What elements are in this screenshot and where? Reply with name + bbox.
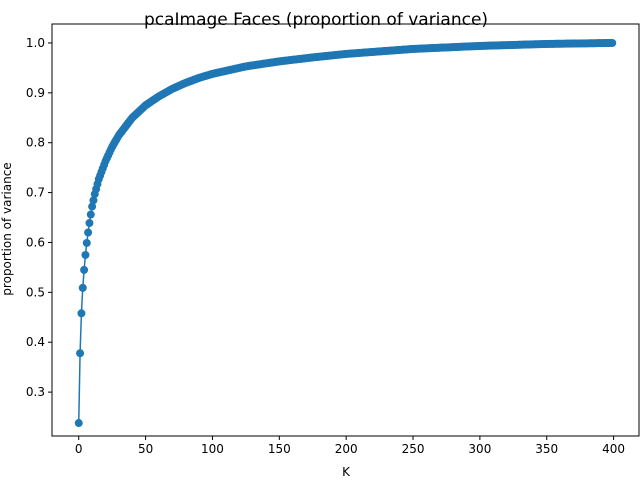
data-point bbox=[87, 211, 95, 219]
data-point bbox=[75, 419, 83, 427]
data-point bbox=[608, 39, 616, 47]
x-tick-label: 250 bbox=[402, 442, 425, 456]
data-point bbox=[76, 349, 84, 357]
y-tick-label: 0.6 bbox=[26, 235, 45, 249]
axes-frame bbox=[52, 24, 639, 436]
x-axis: 0 50 100 150 200 250 300 350 400 bbox=[75, 436, 625, 456]
y-tick-label: 0.4 bbox=[26, 335, 45, 349]
data-point bbox=[84, 228, 92, 236]
y-tick-label: 0.5 bbox=[26, 285, 45, 299]
plot-area bbox=[75, 39, 617, 427]
y-tick-label: 0.9 bbox=[26, 86, 45, 100]
data-point bbox=[81, 251, 89, 259]
data-point bbox=[79, 284, 87, 292]
x-tick-label: 100 bbox=[201, 442, 224, 456]
x-tick-label: 150 bbox=[268, 442, 291, 456]
data-point bbox=[83, 239, 91, 247]
x-tick-label: 400 bbox=[602, 442, 625, 456]
x-tick-label: 200 bbox=[335, 442, 358, 456]
chart-title: pcaImage Faces (proportion of variance) bbox=[144, 10, 488, 30]
data-point bbox=[80, 266, 88, 274]
x-tick-label: 350 bbox=[535, 442, 558, 456]
y-tick-label: 0.3 bbox=[26, 385, 45, 399]
y-tick-label: 0.8 bbox=[26, 136, 45, 150]
y-axis: 0.3 0.4 0.5 0.6 0.7 0.8 0.9 1.0 bbox=[26, 36, 52, 399]
x-tick-label: 50 bbox=[138, 442, 153, 456]
x-tick-label: 300 bbox=[468, 442, 491, 456]
x-tick-label: 0 bbox=[75, 442, 83, 456]
y-axis-label: proportion of variance bbox=[0, 162, 14, 295]
y-tick-label: 1.0 bbox=[26, 36, 45, 50]
y-tick-label: 0.7 bbox=[26, 186, 45, 200]
x-axis-label: K bbox=[342, 465, 351, 479]
data-point bbox=[85, 219, 93, 227]
data-point bbox=[77, 309, 85, 317]
